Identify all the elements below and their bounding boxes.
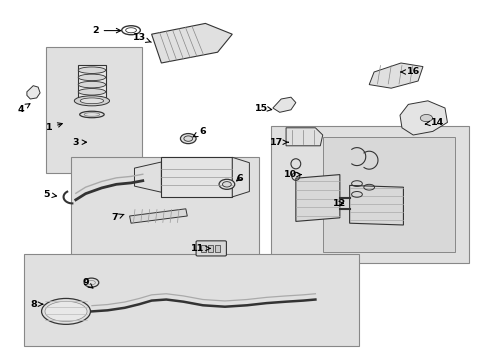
Polygon shape (272, 97, 295, 112)
Polygon shape (151, 23, 232, 63)
Ellipse shape (74, 96, 109, 106)
Ellipse shape (78, 74, 105, 81)
Polygon shape (232, 157, 249, 197)
Ellipse shape (78, 67, 105, 73)
Polygon shape (285, 128, 322, 146)
Bar (208, 245, 213, 252)
Text: 12: 12 (332, 199, 346, 208)
Bar (24, 254, 359, 346)
Text: 16: 16 (400, 68, 419, 77)
Polygon shape (349, 185, 403, 225)
Bar (201, 245, 206, 252)
Ellipse shape (80, 98, 103, 104)
Text: 6: 6 (236, 174, 243, 183)
Bar (161, 157, 232, 197)
Text: 7: 7 (111, 213, 123, 222)
Text: 17: 17 (269, 138, 288, 147)
Text: 3: 3 (72, 138, 86, 147)
Bar (215, 245, 220, 252)
Ellipse shape (183, 136, 192, 141)
Text: 15: 15 (255, 104, 271, 112)
FancyBboxPatch shape (196, 241, 226, 256)
Text: 8: 8 (30, 300, 42, 309)
Polygon shape (129, 209, 187, 223)
Text: 14: 14 (425, 118, 444, 127)
Text: 10: 10 (284, 170, 301, 179)
Ellipse shape (78, 89, 105, 95)
Ellipse shape (222, 181, 231, 187)
Polygon shape (134, 162, 161, 192)
Text: 4: 4 (17, 104, 30, 114)
Ellipse shape (45, 301, 87, 321)
Text: 13: 13 (133, 33, 151, 42)
Polygon shape (399, 101, 447, 135)
Ellipse shape (41, 298, 90, 324)
Ellipse shape (180, 134, 196, 144)
Text: 9: 9 (82, 278, 93, 288)
Ellipse shape (78, 81, 105, 88)
Bar (71, 157, 259, 263)
Bar (78, 65, 105, 101)
Ellipse shape (419, 114, 432, 122)
Polygon shape (368, 63, 422, 88)
Text: 11: 11 (191, 244, 210, 253)
Polygon shape (295, 175, 339, 221)
Bar (46, 47, 142, 173)
Text: 5: 5 (43, 190, 57, 199)
Text: 1: 1 (45, 123, 62, 132)
Text: 2: 2 (92, 26, 121, 35)
Bar (271, 126, 468, 263)
Bar (322, 137, 454, 252)
Text: 6: 6 (193, 127, 206, 137)
Ellipse shape (219, 179, 234, 189)
Polygon shape (27, 86, 40, 99)
